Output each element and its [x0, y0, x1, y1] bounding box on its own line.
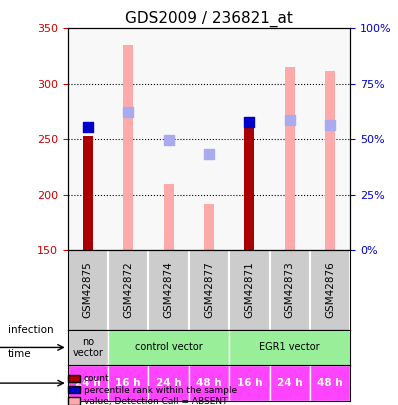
- Bar: [164, 184, 174, 250]
- Text: 48 h: 48 h: [196, 378, 222, 388]
- Point: [166, 137, 172, 144]
- Text: GSM42877: GSM42877: [204, 262, 214, 318]
- Text: GSM42872: GSM42872: [123, 262, 133, 318]
- Text: time: time: [8, 350, 31, 359]
- Bar: [83, 136, 93, 250]
- FancyBboxPatch shape: [229, 365, 269, 401]
- Point: [327, 122, 333, 128]
- Text: no
vector: no vector: [72, 337, 103, 358]
- Bar: [123, 45, 133, 250]
- Text: control vector: control vector: [135, 343, 203, 352]
- Point: [287, 117, 293, 124]
- FancyBboxPatch shape: [189, 365, 229, 401]
- Point: [246, 118, 252, 125]
- FancyBboxPatch shape: [68, 330, 108, 365]
- Text: 48 h: 48 h: [317, 378, 343, 388]
- Title: GDS2009 / 236821_at: GDS2009 / 236821_at: [125, 11, 293, 27]
- Text: 24 h: 24 h: [277, 378, 302, 388]
- FancyBboxPatch shape: [229, 330, 350, 365]
- Text: 16 h: 16 h: [236, 378, 262, 388]
- Bar: [244, 123, 254, 250]
- Text: percentile rank within the sample: percentile rank within the sample: [84, 386, 237, 394]
- Text: count: count: [84, 374, 109, 383]
- Point: [125, 109, 131, 115]
- Bar: [285, 67, 295, 250]
- FancyBboxPatch shape: [108, 365, 148, 401]
- Text: 24 h: 24 h: [156, 378, 181, 388]
- Point: [206, 151, 212, 157]
- Text: 24 h: 24 h: [75, 378, 101, 388]
- FancyBboxPatch shape: [108, 330, 229, 365]
- Text: GSM42871: GSM42871: [244, 262, 254, 318]
- Bar: [204, 204, 214, 250]
- FancyBboxPatch shape: [310, 365, 350, 401]
- FancyBboxPatch shape: [68, 365, 108, 401]
- Text: GSM42873: GSM42873: [285, 262, 295, 318]
- FancyBboxPatch shape: [269, 365, 310, 401]
- Bar: [325, 70, 335, 250]
- Text: value, Detection Call = ABSENT: value, Detection Call = ABSENT: [84, 397, 227, 405]
- Text: 16 h: 16 h: [115, 378, 141, 388]
- FancyBboxPatch shape: [148, 365, 189, 401]
- Text: GSM42874: GSM42874: [164, 262, 174, 318]
- Text: EGR1 vector: EGR1 vector: [259, 343, 320, 352]
- Text: infection: infection: [8, 325, 54, 335]
- Point: [85, 124, 91, 130]
- Text: GSM42876: GSM42876: [325, 262, 335, 318]
- Text: GSM42875: GSM42875: [83, 262, 93, 318]
